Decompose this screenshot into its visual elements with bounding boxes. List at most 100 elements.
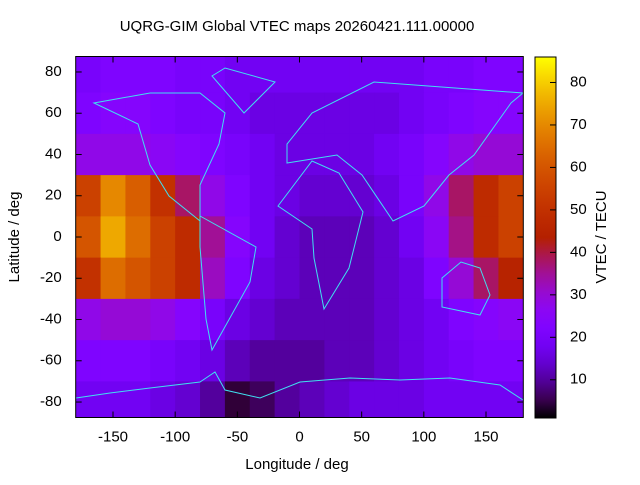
coastlines <box>75 67 524 401</box>
heat-cell <box>473 175 499 217</box>
heat-cell <box>299 133 325 176</box>
colorbar-tick-label: 60 <box>570 158 587 175</box>
colorbar-tick-label: 30 <box>570 286 587 303</box>
heat-cell <box>324 92 350 135</box>
heat-cell <box>448 257 475 300</box>
heat-cell <box>100 175 126 217</box>
heat-cell <box>175 298 201 341</box>
heat-cell <box>299 175 325 217</box>
heat-cell <box>374 381 400 418</box>
heat-cell <box>448 92 475 135</box>
heat-cell <box>324 340 350 382</box>
heat-cell <box>100 298 126 341</box>
heat-cell <box>249 133 276 176</box>
heat-cell <box>324 381 350 418</box>
heat-cell <box>398 56 425 94</box>
heat-cell <box>175 340 201 382</box>
heat-cell <box>398 216 425 259</box>
heat-cell <box>473 56 499 94</box>
y-tick-label: -80 <box>40 393 62 410</box>
heat-cell <box>423 340 450 382</box>
heat-cell <box>125 216 151 259</box>
heat-cell <box>349 298 375 341</box>
heat-cell <box>299 340 325 382</box>
heat-cell <box>100 92 126 135</box>
heat-cell <box>150 257 176 300</box>
heat-cell <box>374 92 400 135</box>
heat-cell <box>150 175 176 217</box>
x-tick-label: 50 <box>353 428 370 445</box>
x-axis-label: Longitude / deg <box>245 456 348 473</box>
heat-cell <box>374 133 400 176</box>
heat-cell <box>150 92 176 135</box>
heat-cell <box>249 175 276 217</box>
heat-cell <box>224 257 251 300</box>
heat-cell <box>498 381 524 418</box>
heat-cell <box>200 340 226 382</box>
heat-cell <box>150 133 176 176</box>
heat-cell <box>423 381 450 418</box>
heat-cell <box>75 56 102 94</box>
heat-cell <box>324 56 350 94</box>
x-tick-label: -50 <box>226 428 248 445</box>
heat-cell <box>224 340 251 382</box>
heat-cell <box>473 298 499 341</box>
colorbar-tick-label: 80 <box>570 73 587 90</box>
x-tick-label: -100 <box>160 428 190 445</box>
heat-cell <box>224 56 251 94</box>
heat-cell <box>349 381 375 418</box>
colorbar-tick-label: 70 <box>570 116 587 133</box>
heat-cell <box>349 56 375 94</box>
heat-cell <box>200 175 226 217</box>
heat-cell <box>398 298 425 341</box>
heat-cell <box>324 298 350 341</box>
heat-cell <box>125 298 151 341</box>
heat-cell <box>349 133 375 176</box>
heat-cell <box>374 340 400 382</box>
heat-cell <box>200 381 226 418</box>
heat-cell <box>100 381 126 418</box>
heat-cell <box>349 257 375 300</box>
heat-cell <box>299 56 325 94</box>
heat-cell <box>200 133 226 176</box>
x-tick-label: 100 <box>411 428 436 445</box>
y-tick-label: -40 <box>40 310 62 327</box>
heat-cell <box>299 298 325 341</box>
heat-cell <box>299 381 325 418</box>
heat-cell <box>423 92 450 135</box>
heat-cell <box>398 175 425 217</box>
colorbar-tick-label: 10 <box>570 371 587 388</box>
heatmap <box>75 56 524 418</box>
coastline <box>75 371 524 401</box>
heat-cell <box>224 92 251 135</box>
heat-cell <box>175 257 201 300</box>
heat-cell <box>249 257 276 300</box>
heat-cell <box>274 340 300 382</box>
heat-cell <box>423 257 450 300</box>
chart-title: UQRG-GIM Global VTEC maps 20260421.111.0… <box>120 18 475 35</box>
y-tick-label: 60 <box>45 104 62 121</box>
heat-cell <box>398 340 425 382</box>
colorbar-tick-label: 20 <box>570 328 587 345</box>
y-tick-label: -20 <box>40 269 62 286</box>
heat-cell <box>473 257 499 300</box>
heat-cell <box>125 92 151 135</box>
coastline <box>211 67 276 114</box>
y-axis-label: Latitude / deg <box>6 192 23 283</box>
heat-cell <box>274 298 300 341</box>
heat-cell <box>100 340 126 382</box>
heat-cell <box>274 381 300 418</box>
heat-cell <box>473 381 499 418</box>
heat-cell <box>398 92 425 135</box>
heat-cell <box>100 133 126 176</box>
heat-cell <box>398 133 425 176</box>
heat-cell <box>448 175 475 217</box>
heat-cell <box>249 298 276 341</box>
heat-cell <box>398 381 425 418</box>
y-tick-label: 20 <box>45 187 62 204</box>
colorbar <box>534 56 557 419</box>
heat-cell <box>374 56 400 94</box>
heat-cell <box>324 257 350 300</box>
heat-cell <box>175 175 201 217</box>
heat-cell <box>473 92 499 135</box>
